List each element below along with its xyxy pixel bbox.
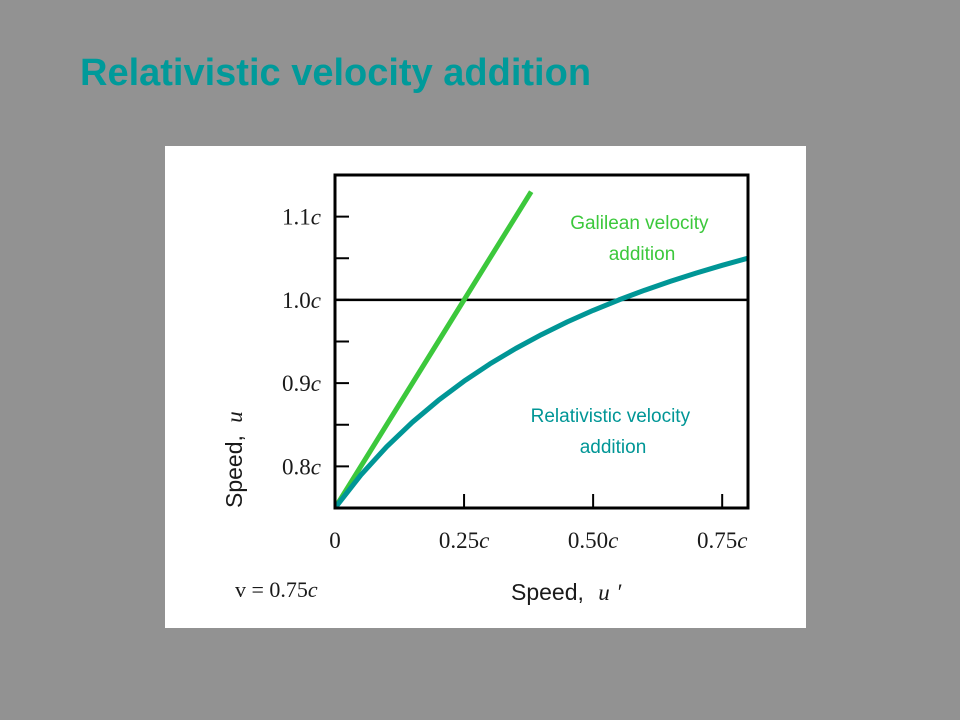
x-tick-label-c-3: c (737, 528, 747, 553)
x-tick-label-1: 0.25c (439, 528, 489, 553)
y-tick-label-num-0: 0.8 (282, 454, 311, 479)
y-tick-label-c-1: c (311, 371, 321, 396)
y-axis-title: Speed, u (221, 411, 247, 508)
x-axis-title-prime: ′ (616, 580, 622, 605)
x-tick-label-num-1: 0.25 (439, 528, 479, 553)
y-ticks (335, 215, 349, 468)
x-axis-title-var: u (598, 580, 610, 605)
x-tick-label-c-2: c (608, 528, 618, 553)
y-tick-label-2: 1.0c (282, 288, 321, 313)
y-tick-label-num-2: 1.0 (282, 288, 311, 313)
velocity-parameter-label: v = 0.75c (235, 577, 318, 602)
relativistic-annotation-line2: addition (580, 437, 647, 458)
series-layer (335, 190, 748, 508)
x-tick-label-num-2: 0.50 (568, 528, 608, 553)
series-line-relativistic (335, 255, 748, 508)
x-tick-label-3: 0.75c (697, 528, 747, 553)
y-tick-label-c-3: c (311, 205, 321, 230)
velocity-parameter-c: c (308, 577, 318, 602)
x-ticks (463, 494, 724, 508)
series-line-galilean (335, 190, 534, 508)
x-tick-label-2: 0.50c (568, 528, 618, 553)
y-tick-label-3: 1.1c (282, 205, 321, 230)
relativistic-annotation: Relativistic velocity addition (531, 406, 696, 458)
galilean-annotation-line1: Galilean velocity (570, 213, 709, 234)
page-title: Relativistic velocity addition (80, 52, 592, 94)
y-tick-label-c-0: c (311, 454, 321, 479)
x-tick-label-num-0: 0 (329, 528, 341, 553)
galilean-annotation: Galilean velocity addition (570, 213, 714, 265)
x-tick-label-num-3: 0.75 (697, 528, 737, 553)
y-tick-label-1: 0.9c (282, 371, 321, 396)
y-tick-label-num-1: 0.9 (282, 371, 311, 396)
velocity-parameter-value: v = 0.75 (235, 577, 308, 602)
y-tick-label-num-3: 1.1 (282, 205, 311, 230)
relativistic-annotation-line1: Relativistic velocity (531, 406, 691, 427)
y-tick-label-0: 0.8c (282, 454, 321, 479)
x-tick-label-c-1: c (479, 528, 489, 553)
y-axis-title-text: Speed, (221, 435, 247, 508)
x-tick-labels: 0 0.25c 0.50c 0.75c (329, 528, 747, 553)
chart-panel: 0.8c 0.9c 1.0c 1.1c 0 0.25c 0.50c 0.75c Galile… (165, 146, 806, 628)
x-axis-title: Speed, u ′ (511, 579, 622, 605)
x-tick-label-0: 0 (329, 528, 341, 553)
plot-frame (333, 173, 750, 510)
y-axis-title-var: u (222, 411, 247, 423)
y-tick-labels: 0.8c0.9c1.0c1.1c (282, 205, 321, 480)
galilean-annotation-line2: addition (609, 244, 676, 265)
chart-background (165, 146, 806, 628)
x-axis-title-text: Speed, (511, 579, 584, 605)
y-tick-label-c-2: c (311, 288, 321, 313)
chart-svg: 0.8c0.9c1.0c1.1c 0 0.25c 0.50c 0.75c Galile… (165, 146, 806, 628)
